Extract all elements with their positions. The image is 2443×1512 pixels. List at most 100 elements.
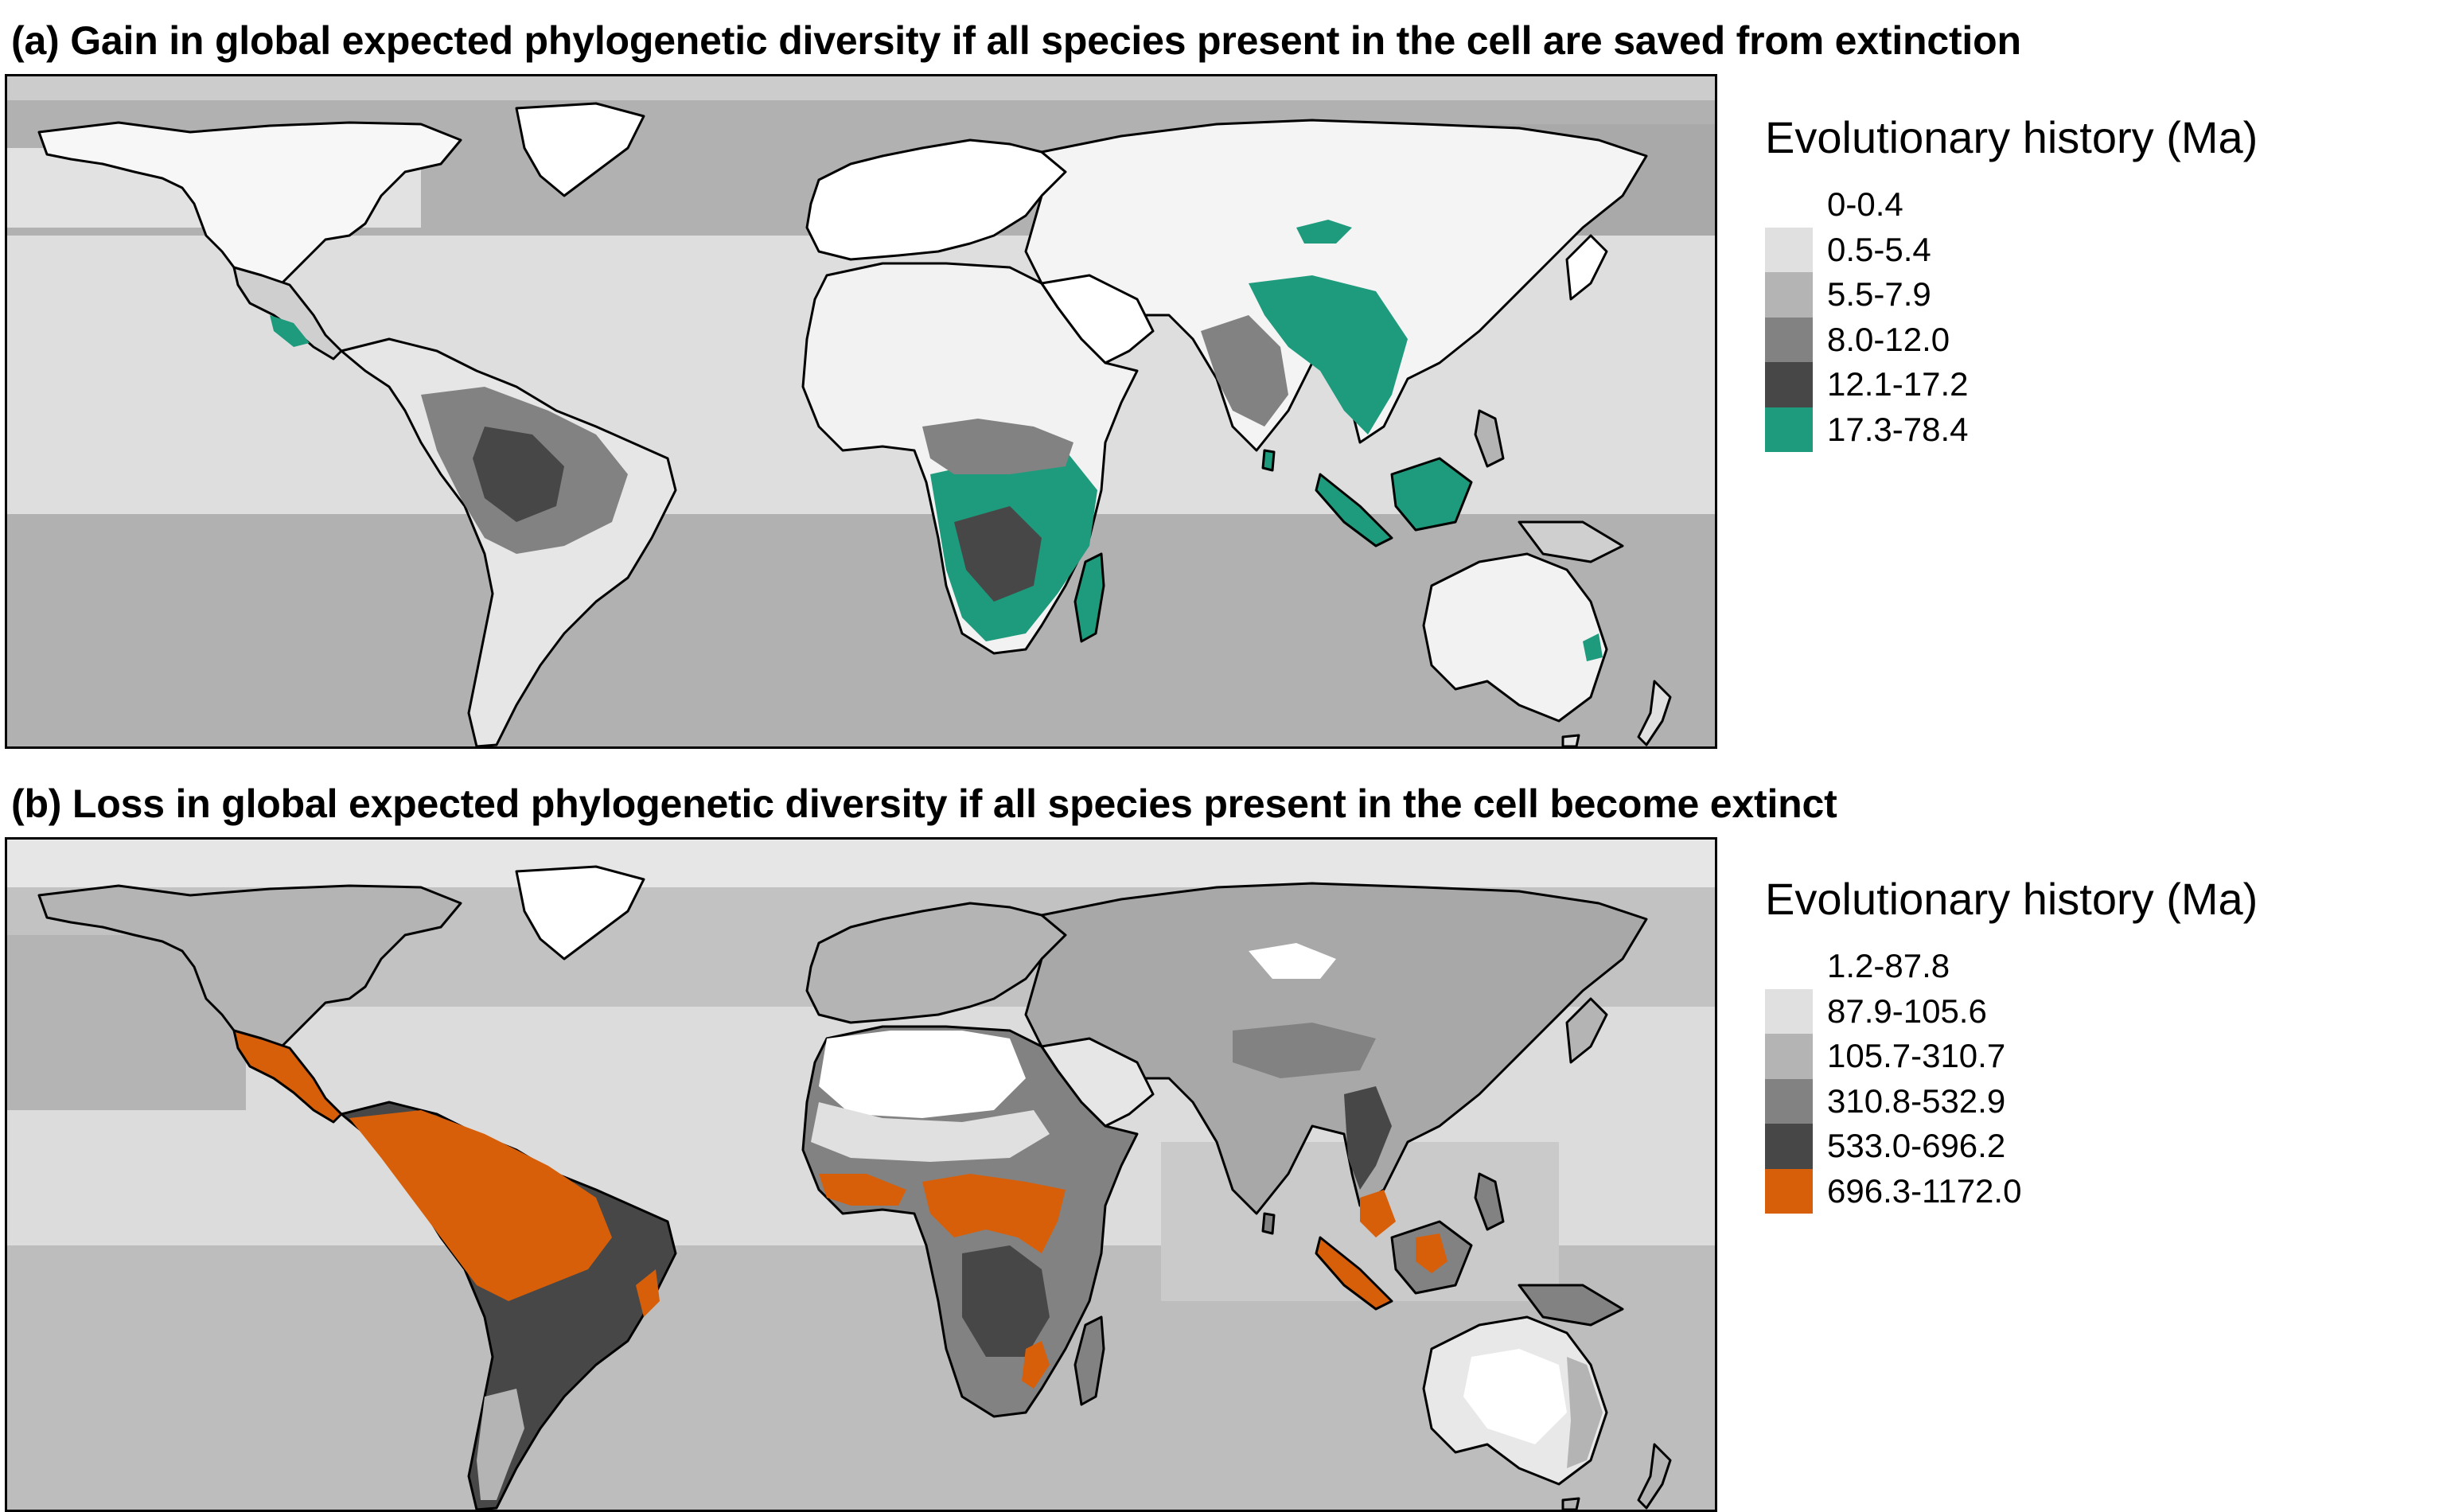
legend-label: 0.5-5.4 (1827, 230, 1931, 268)
west-africa-orange (819, 1174, 906, 1206)
japan (1565, 234, 1608, 301)
tasmania (1561, 734, 1580, 746)
legend-item: 310.8-532.9 (1765, 1078, 2258, 1124)
panel-b-title: (b) Loss in global expected phylogenetic… (11, 781, 1837, 826)
philippines (1474, 1172, 1505, 1231)
central-america (232, 266, 343, 360)
himalaya-darker (1233, 1023, 1376, 1078)
legend-label: 8.0-12.0 (1827, 320, 1950, 358)
legend-item: 533.0-696.2 (1765, 1124, 2258, 1169)
southern-africa-darker (962, 1245, 1050, 1357)
new-zealand (1637, 680, 1672, 746)
legend-swatch (1765, 317, 1813, 362)
madagascar (1073, 552, 1105, 643)
legend-label: 1.2-87.8 (1827, 947, 1950, 985)
indochina-dark (1344, 1086, 1392, 1190)
sri-lanka (1261, 449, 1276, 472)
new-guinea (1518, 1284, 1624, 1327)
panel-a-title: (a) Gain in global expected phylogenetic… (11, 18, 2021, 63)
legend-item: 0.5-5.4 (1765, 227, 2258, 272)
sahel-light (811, 1102, 1050, 1162)
ocean-arctic-band (7, 76, 1715, 100)
panel-b-legend: Evolutionary history (Ma) 1.2-87.8 87.9-1… (1765, 877, 2258, 1214)
legend-swatch (1765, 988, 1813, 1034)
east-australia-grey (1567, 1357, 1603, 1468)
sahara-white (819, 1031, 1026, 1118)
legend-label: 87.9-105.6 (1827, 992, 1987, 1030)
legend-swatch (1765, 407, 1813, 452)
borneo-orange (1416, 1233, 1447, 1273)
north-america (37, 121, 462, 297)
legend-label: 0-0.4 (1827, 185, 1903, 224)
arabia (1040, 274, 1155, 364)
panel-b-map-svg (7, 840, 1715, 1510)
europe (805, 902, 1067, 1024)
ocean-arctic-band (7, 840, 1715, 887)
legend-item: 105.7-310.7 (1765, 1034, 2258, 1079)
panel-a-land-shading (270, 220, 1603, 661)
legend-swatch (1765, 227, 1813, 272)
legend-swatch (1765, 1124, 1813, 1169)
greenland (515, 865, 645, 961)
legend-swatch (1765, 272, 1813, 318)
panel-b-legend-title: Evolutionary history (Ma) (1765, 874, 2258, 924)
india-shading (1201, 315, 1288, 427)
panel-a-legend-title: Evolutionary history (Ma) (1765, 112, 2258, 162)
tasmania (1561, 1497, 1580, 1510)
legend-item: 1.2-87.8 (1765, 944, 2258, 989)
central-africa-shading (922, 419, 1073, 474)
legend-swatch (1765, 1034, 1813, 1079)
arabia (1040, 1037, 1155, 1128)
legend-label: 105.7-310.7 (1827, 1037, 2006, 1075)
malaysia-orange (1360, 1190, 1396, 1237)
sri-lanka (1261, 1212, 1276, 1235)
philippines (1474, 409, 1505, 468)
new-guinea (1518, 520, 1624, 563)
legend-item: 5.5-7.9 (1765, 272, 2258, 318)
himalaya-shading (1249, 275, 1408, 435)
southwest-australia-green (1583, 633, 1603, 661)
australia (1422, 552, 1608, 723)
central-america (232, 1029, 343, 1124)
australia-white (1463, 1349, 1567, 1444)
panel-a-legend-rows: 0-0.4 0.5-5.4 5.5-7.9 8.0-12.0 12.1-17.2 17.3… (1765, 182, 2258, 452)
legend-label: 12.1-17.2 (1827, 365, 1969, 403)
amazon-core-shading (473, 427, 564, 522)
legend-swatch (1765, 1168, 1813, 1214)
legend-swatch (1765, 182, 1813, 228)
panel-b-map (5, 837, 1717, 1512)
central-america-green (270, 315, 310, 347)
japan (1565, 997, 1608, 1064)
legend-label: 696.3-1172.0 (1827, 1171, 2022, 1210)
siberia-white (1249, 943, 1336, 979)
patagonia-light (477, 1389, 524, 1500)
legend-label: 533.0-696.2 (1827, 1127, 2006, 1165)
legend-item: 12.1-17.2 (1765, 362, 2258, 407)
greenland (515, 102, 645, 197)
legend-item: 0-0.4 (1765, 182, 2258, 228)
legend-item: 696.3-1172.0 (1765, 1168, 2258, 1214)
panel-a-legend: Evolutionary history (Ma) 0-0.4 0.5-5.4 5.… (1765, 115, 2258, 452)
legend-item: 17.3-78.4 (1765, 407, 2258, 452)
sumatra (1315, 1236, 1393, 1311)
panel-a-map (5, 74, 1717, 749)
legend-label: 17.3-78.4 (1827, 410, 1969, 448)
tibet-patches (1296, 220, 1352, 244)
panel-a-map-svg (7, 76, 1715, 746)
panel-b-legend-rows: 1.2-87.8 87.9-105.6 105.7-310.7 310.8-532.9… (1765, 944, 2258, 1214)
legend-swatch (1765, 362, 1813, 407)
east-africa-orange (1022, 1341, 1050, 1389)
madagascar (1073, 1315, 1105, 1406)
legend-item: 8.0-12.0 (1765, 317, 2258, 362)
brazil-coast-orange (636, 1269, 660, 1317)
legend-swatch (1765, 944, 1813, 989)
southern-africa-inner (954, 506, 1042, 602)
north-america (37, 884, 462, 1060)
congo-orange (922, 1174, 1066, 1253)
legend-item: 87.9-105.6 (1765, 988, 2258, 1034)
europe (805, 138, 1067, 261)
legend-label: 310.8-532.9 (1827, 1081, 2006, 1120)
legend-label: 5.5-7.9 (1827, 275, 1931, 314)
borneo (1390, 457, 1473, 532)
amazon-orange (349, 1110, 612, 1301)
